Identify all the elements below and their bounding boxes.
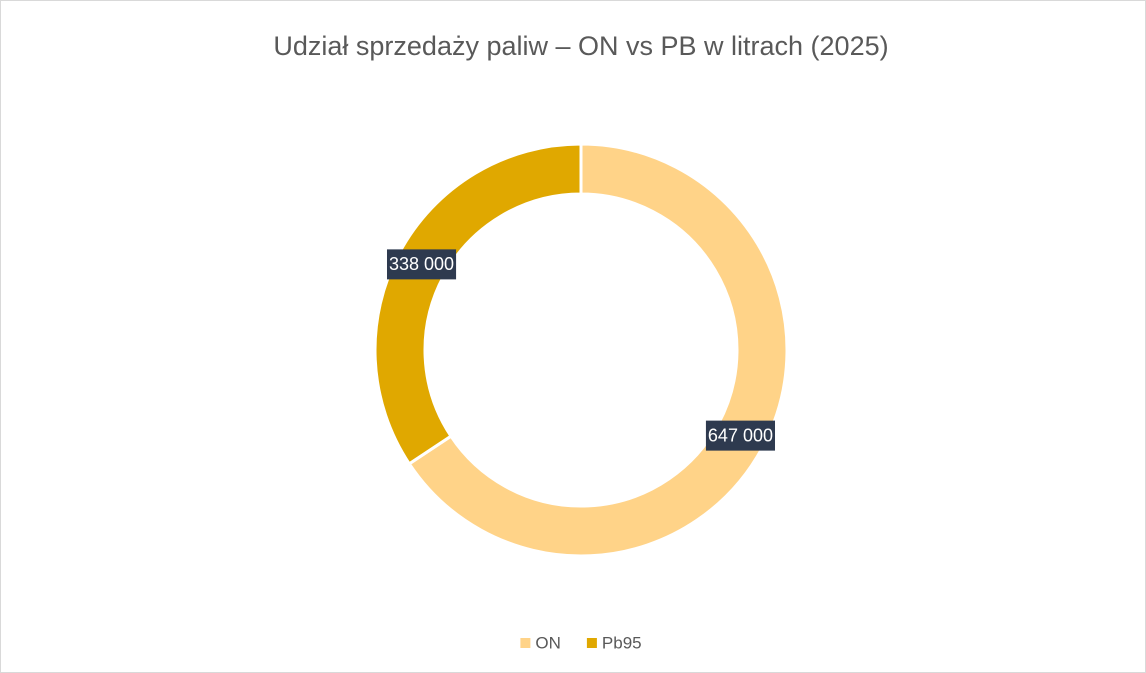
legend-item: Pb95	[586, 633, 642, 652]
data-label-text: 647 000	[708, 425, 773, 445]
data-label: 647 000	[705, 420, 776, 451]
doughnut-segment	[373, 142, 583, 466]
data-label-text: 338 000	[389, 254, 454, 274]
chart-title: Udział sprzedaży paliw – ON vs PB w litr…	[273, 31, 888, 61]
legend-swatch	[520, 638, 531, 648]
legend-label: ON	[535, 633, 561, 652]
doughnut-segment	[407, 142, 789, 558]
legend-swatch	[586, 638, 597, 648]
data-label: 338 000	[386, 249, 457, 280]
legend-label: Pb95	[602, 633, 642, 652]
legend-item: ON	[520, 633, 561, 652]
data-label-bg	[386, 249, 457, 280]
data-label-bg	[705, 420, 776, 451]
